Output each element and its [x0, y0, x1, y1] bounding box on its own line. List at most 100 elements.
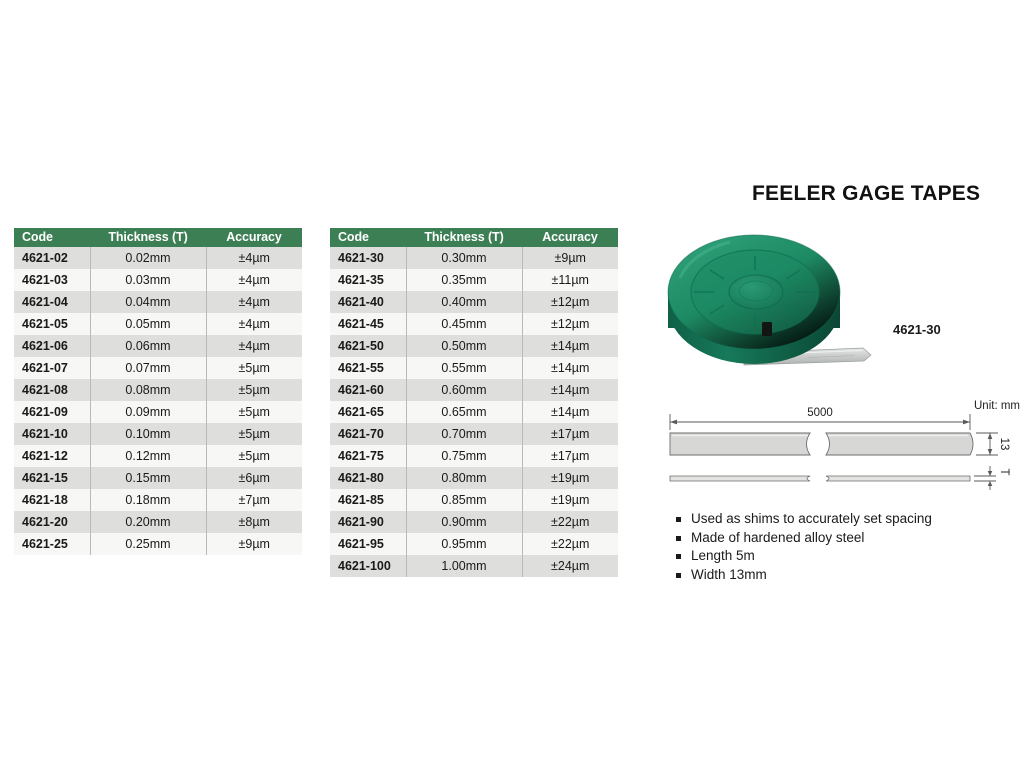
- cell-code: 4621-04: [14, 291, 91, 313]
- table-row: 4621-03 0.03mm ±4µm: [14, 269, 302, 291]
- table-row: 4621-30 0.30mm ±9µm: [330, 247, 618, 269]
- page-title: FEELER GAGE TAPES: [752, 182, 981, 205]
- cell-thickness: 0.03mm: [90, 269, 207, 291]
- table-row: 4621-60 0.60mm ±14µm: [330, 379, 618, 401]
- table-row: 4621-85 0.85mm ±19µm: [330, 489, 618, 511]
- cell-thickness: 0.75mm: [406, 445, 523, 467]
- cell-code: 4621-15: [14, 467, 91, 489]
- width-dimension-line: [976, 432, 998, 456]
- cell-accuracy: ±22µm: [522, 533, 618, 555]
- cell-thickness: 0.18mm: [90, 489, 207, 511]
- cell-code: 4621-03: [14, 269, 91, 291]
- width-dimension-label: 13: [998, 438, 1010, 451]
- cell-accuracy: ±8µm: [206, 511, 302, 533]
- feature-list-item: Used as shims to accurately set spacing: [676, 510, 932, 529]
- table-row: 4621-04 0.04mm ±4µm: [14, 291, 302, 313]
- reel-spoke-ribs: [694, 256, 816, 328]
- cell-code: 4621-60: [330, 379, 407, 401]
- cell-thickness: 0.60mm: [406, 379, 523, 401]
- product-model-label: 4621-30: [893, 322, 941, 337]
- cell-code: 4621-06: [14, 335, 91, 357]
- cell-code: 4621-75: [330, 445, 407, 467]
- cell-code: 4621-30: [330, 247, 407, 269]
- table-row: 4621-100 1.00mm ±24µm: [330, 555, 618, 577]
- cell-accuracy: ±19µm: [522, 489, 618, 511]
- table-row: 4621-80 0.80mm ±19µm: [330, 467, 618, 489]
- cell-thickness: 0.40mm: [406, 291, 523, 313]
- spec-table-thick-gauges: Code Thickness (T) Accuracy 4621-30 0.30m…: [330, 228, 618, 577]
- length-dimension-label: 5000: [807, 407, 833, 419]
- cell-thickness: 0.09mm: [90, 401, 207, 423]
- tape-top-view: [669, 475, 971, 482]
- cell-thickness: 0.20mm: [90, 511, 207, 533]
- cell-accuracy: ±7µm: [206, 489, 302, 511]
- cell-code: 4621-35: [330, 269, 407, 291]
- column-header-accuracy: Accuracy: [522, 228, 618, 247]
- cell-accuracy: ±4µm: [206, 247, 302, 269]
- cell-thickness: 0.12mm: [90, 445, 207, 467]
- table-row: 4621-50 0.50mm ±14µm: [330, 335, 618, 357]
- table-row: 4621-40 0.40mm ±12µm: [330, 291, 618, 313]
- cell-code: 4621-95: [330, 533, 407, 555]
- cell-code: 4621-25: [14, 533, 91, 555]
- cell-thickness: 0.55mm: [406, 357, 523, 379]
- table-row: 4621-65 0.65mm ±14µm: [330, 401, 618, 423]
- table-row: 4621-12 0.12mm ±5µm: [14, 445, 302, 467]
- cell-code: 4621-02: [14, 247, 91, 269]
- feature-text: Made of hardened alloy steel: [691, 529, 865, 545]
- cell-code: 4621-85: [330, 489, 407, 511]
- column-header-accuracy: Accuracy: [206, 228, 302, 247]
- table-header-row: Code Thickness (T) Accuracy: [14, 228, 302, 247]
- table-row: 4621-07 0.07mm ±5µm: [14, 357, 302, 379]
- cell-accuracy: ±5µm: [206, 445, 302, 467]
- thickness-dimension-line: [974, 466, 996, 490]
- cell-thickness: 0.85mm: [406, 489, 523, 511]
- table-row: 4621-70 0.70mm ±17µm: [330, 423, 618, 445]
- table-row: 4621-95 0.95mm ±22µm: [330, 533, 618, 555]
- table-row: 4621-90 0.90mm ±22µm: [330, 511, 618, 533]
- cell-code: 4621-70: [330, 423, 407, 445]
- reel-center-hub: [729, 275, 783, 309]
- table-row: 4621-09 0.09mm ±5µm: [14, 401, 302, 423]
- cell-code: 4621-10: [14, 423, 91, 445]
- cell-thickness: 0.30mm: [406, 247, 523, 269]
- bullet-square-icon: [676, 572, 681, 578]
- table-row: 4621-05 0.05mm ±4µm: [14, 313, 302, 335]
- cell-accuracy: ±24µm: [522, 555, 618, 577]
- cell-accuracy: ±5µm: [206, 379, 302, 401]
- column-header-thickness: Thickness (T): [406, 228, 522, 247]
- feature-list-item: Made of hardened alloy steel: [676, 529, 932, 548]
- cell-thickness: 0.06mm: [90, 335, 207, 357]
- table-row: 4621-18 0.18mm ±7µm: [14, 489, 302, 511]
- tape-side-view: [669, 432, 974, 456]
- cell-thickness: 0.80mm: [406, 467, 523, 489]
- cell-accuracy: ±5µm: [206, 401, 302, 423]
- cell-accuracy: ±14µm: [522, 357, 618, 379]
- cell-accuracy: ±17µm: [522, 445, 618, 467]
- bullet-square-icon: [676, 517, 681, 522]
- cell-thickness: 1.00mm: [406, 555, 523, 577]
- feature-list-item: Length 5m: [676, 547, 932, 566]
- cell-thickness: 0.02mm: [90, 247, 207, 269]
- cell-thickness: 0.25mm: [90, 533, 207, 555]
- tape-exit-slot: [762, 322, 772, 336]
- cell-accuracy: ±14µm: [522, 379, 618, 401]
- table-row: 4621-10 0.10mm ±5µm: [14, 423, 302, 445]
- cell-code: 4621-18: [14, 489, 91, 511]
- table-row: 4621-55 0.55mm ±14µm: [330, 357, 618, 379]
- cell-thickness: 0.15mm: [90, 467, 207, 489]
- cell-accuracy: ±22µm: [522, 511, 618, 533]
- reel-illustration: [667, 234, 872, 366]
- feature-list: Used as shims to accurately set spacing M…: [676, 510, 932, 584]
- cell-accuracy: ±17µm: [522, 423, 618, 445]
- cell-thickness: 0.05mm: [90, 313, 207, 335]
- cell-accuracy: ±11µm: [522, 269, 618, 291]
- cell-thickness: 0.04mm: [90, 291, 207, 313]
- cell-code: 4621-45: [330, 313, 407, 335]
- cell-code: 4621-12: [14, 445, 91, 467]
- feature-text: Used as shims to accurately set spacing: [691, 511, 932, 526]
- cell-thickness: 0.45mm: [406, 313, 523, 335]
- cell-accuracy: ±12µm: [522, 291, 618, 313]
- cell-accuracy: ±14µm: [522, 401, 618, 423]
